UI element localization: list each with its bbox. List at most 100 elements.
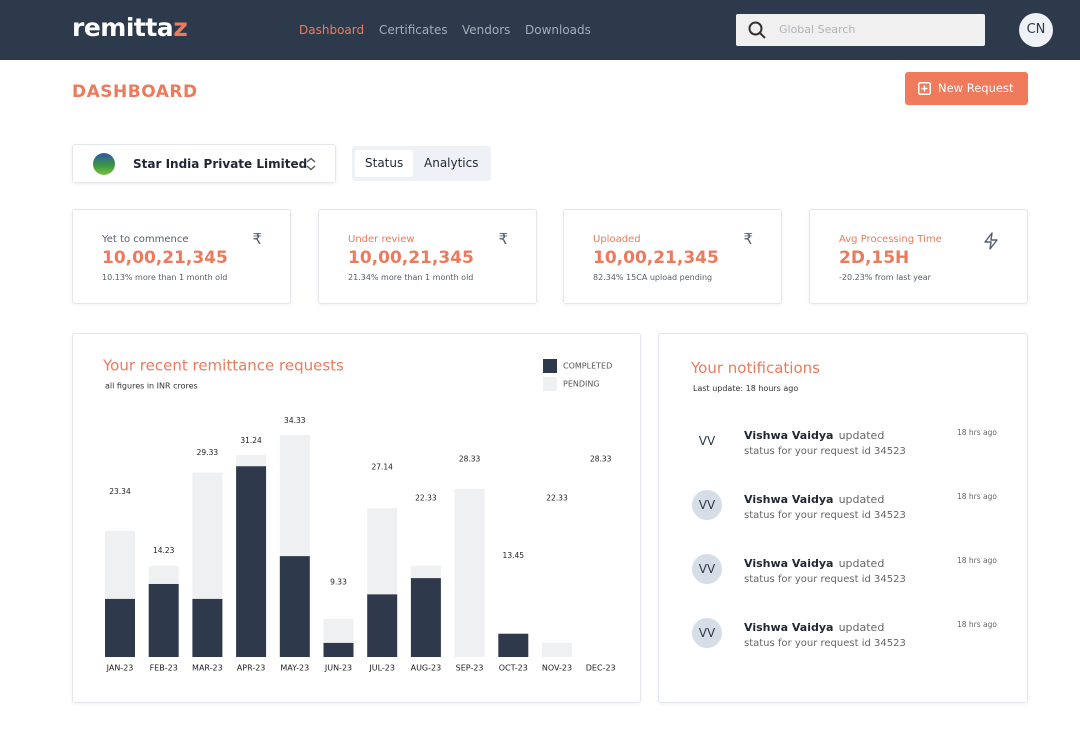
search-box[interactable]: Global Search <box>736 14 985 46</box>
nav-link[interactable]: Dashboard <box>299 23 365 37</box>
notifications-card: Your notifications Last update: 18 hours… <box>658 333 1028 703</box>
x-tick-label: JUN-23 <box>324 664 352 673</box>
notification-time: 18 hrs ago <box>956 620 997 629</box>
stat-value: 10,00,21,345 <box>102 248 228 268</box>
notification-name: Vishwa Vaidya <box>744 621 834 634</box>
search-placeholder: Global Search <box>779 23 856 36</box>
page-title: DASHBOARD <box>72 82 198 102</box>
notification-action: updated <box>838 429 885 442</box>
header: remittaz Global Search CN Dashboard Certi… <box>0 0 1080 60</box>
new-request-label: New Request <box>938 81 1014 95</box>
notification-name: Vishwa Vaidya <box>744 557 834 570</box>
stat-label: Yet to commence <box>102 234 189 245</box>
x-tick-label: FEB-23 <box>150 664 178 673</box>
notification-action: updated <box>838 557 885 570</box>
stat-note: -20.23% from last year <box>839 273 931 282</box>
total-label: 28.33 <box>590 455 612 464</box>
notification-avatar: VV <box>692 618 722 648</box>
bar-segment <box>236 455 267 467</box>
search-icon <box>748 21 766 39</box>
stat-label: Uploaded <box>593 234 641 245</box>
notification-headline: Vishwa Vaidya updated <box>744 552 884 571</box>
x-tick-label: MAR-23 <box>192 664 223 673</box>
bar-segment <box>367 594 398 657</box>
notification-avatar: VV <box>698 434 716 448</box>
stat-icon: ₹ <box>743 230 753 248</box>
chart-subtitle: all figures in INR crores <box>105 382 198 391</box>
stat-card: Uploaded 10,00,21,345 82.34% 15CA upload p… <box>563 209 782 304</box>
stat-value: 2D,15H <box>839 248 910 268</box>
stat-note: 10.13% more than 1 month old <box>102 273 228 282</box>
new-request-button[interactable]: New Request <box>905 72 1028 105</box>
lightning-shape <box>984 232 998 250</box>
notification-name: Vishwa Vaidya <box>744 429 834 442</box>
tab[interactable]: Status <box>355 150 414 177</box>
company-selector[interactable]: Star India Private Limited <box>72 144 336 183</box>
notifications-updated: Last update: 18 hours ago <box>693 384 799 393</box>
stat-card: Under review 10,00,21,345 21.34% more than… <box>318 209 537 304</box>
notification-time: 18 hrs ago <box>956 556 997 565</box>
legend-label: COMPLETED <box>563 362 612 371</box>
bar-segment <box>279 435 310 557</box>
stat-label: Under review <box>348 234 415 245</box>
nav-link[interactable]: Downloads <box>525 23 591 37</box>
stat-card: Yet to commence 10,00,21,345 10.13% more t… <box>72 209 291 304</box>
nav-link[interactable]: Certificates <box>379 23 448 37</box>
notification-text: status for your request id 34523 <box>744 446 906 457</box>
bar-segment <box>105 598 135 657</box>
notification-time: 18 hrs ago <box>956 428 997 437</box>
stat-value: 10,00,21,345 <box>348 248 474 268</box>
chart-title: Your recent remittance requests <box>102 357 344 375</box>
total-label: 14.23 <box>153 546 175 555</box>
company-name: Star India Private Limited <box>133 157 308 171</box>
bar-segment <box>236 466 267 657</box>
notification-name: Vishwa Vaidya <box>744 493 834 506</box>
tab-bar: Status Analytics <box>352 146 491 181</box>
x-tick-label: MAY-23 <box>280 664 309 673</box>
notification-avatar: VV <box>692 490 722 520</box>
brand: remitta <box>72 13 174 42</box>
notifications-title: Your notifications <box>691 359 820 377</box>
bar-segment <box>148 583 179 657</box>
x-tick-label: OCT-23 <box>499 664 528 673</box>
legend-label: PENDING <box>563 380 600 389</box>
user-avatar[interactable]: CN <box>1019 13 1053 47</box>
lightning-icon <box>984 232 998 250</box>
total-label: 13.45 <box>503 551 525 560</box>
x-tick-label: SEP-23 <box>456 664 484 673</box>
x-tick-label: DEC-23 <box>586 664 616 673</box>
bar-segment <box>454 488 485 657</box>
stat-label: Avg Processing Time <box>839 234 942 245</box>
total-label: 23.34 <box>109 487 131 496</box>
notification-time: 18 hrs ago <box>956 492 997 501</box>
tab[interactable]: Analytics <box>424 156 479 170</box>
total-label: 34.33 <box>284 416 306 425</box>
bar-segment <box>279 556 310 657</box>
x-tick-label: JUL-23 <box>368 664 395 673</box>
stat-note: 82.34% 15CA upload pending <box>593 273 713 282</box>
total-label: 27.14 <box>371 462 393 471</box>
chart-card: Your recent remittance requests all figu… <box>72 333 641 703</box>
chevron-icon <box>306 157 316 171</box>
total-label: 22.33 <box>415 494 437 503</box>
notification-headline: Vishwa Vaidya updated <box>744 488 884 507</box>
stat-value: 10,00,21,345 <box>593 248 719 268</box>
logo[interactable]: remittaz <box>72 13 188 42</box>
bar-segment <box>498 633 529 657</box>
notification-text: status for your request id 34523 <box>744 574 906 585</box>
total-label: 9.33 <box>330 578 347 587</box>
notification-action: updated <box>838 621 885 634</box>
stat-card: Avg Processing Time 2D,15H -20.23% from la… <box>809 209 1028 304</box>
nav-link[interactable]: Vendors <box>462 23 511 37</box>
legend-swatch <box>543 359 557 373</box>
notification-text: status for your request id 34523 <box>744 510 906 521</box>
stat-note: 21.34% more than 1 month old <box>348 273 474 282</box>
bar-segment <box>410 565 441 579</box>
notification-headline: Vishwa Vaidya updated <box>744 616 884 635</box>
bar-segment <box>105 530 135 599</box>
brand-accent: z <box>173 13 188 42</box>
total-label: 31.24 <box>240 436 262 445</box>
x-tick-label: JAN-23 <box>106 664 134 673</box>
chart: Your recent remittance requests all figu… <box>102 357 616 673</box>
bar-segment <box>192 472 223 599</box>
